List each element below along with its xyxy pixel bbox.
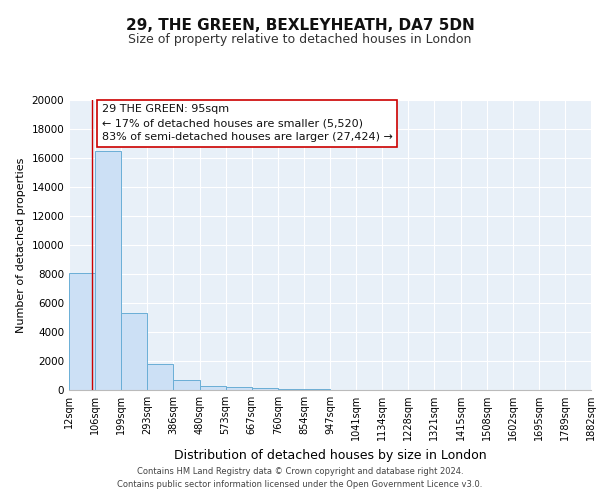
Bar bbox=[252, 388, 278, 390]
Bar bbox=[148, 364, 173, 390]
Text: 29, THE GREEN, BEXLEYHEATH, DA7 5DN: 29, THE GREEN, BEXLEYHEATH, DA7 5DN bbox=[125, 18, 475, 32]
Text: Contains public sector information licensed under the Open Government Licence v3: Contains public sector information licen… bbox=[118, 480, 482, 489]
Text: Size of property relative to detached houses in London: Size of property relative to detached ho… bbox=[128, 32, 472, 46]
Y-axis label: Number of detached properties: Number of detached properties bbox=[16, 158, 26, 332]
Text: 29 THE GREEN: 95sqm
← 17% of detached houses are smaller (5,520)
83% of semi-det: 29 THE GREEN: 95sqm ← 17% of detached ho… bbox=[102, 104, 393, 142]
Bar bbox=[278, 388, 304, 390]
Bar bbox=[173, 380, 200, 390]
Bar bbox=[95, 151, 121, 390]
Text: Contains HM Land Registry data © Crown copyright and database right 2024.: Contains HM Land Registry data © Crown c… bbox=[137, 467, 463, 476]
Bar bbox=[121, 313, 148, 390]
X-axis label: Distribution of detached houses by size in London: Distribution of detached houses by size … bbox=[173, 448, 487, 462]
Bar bbox=[226, 387, 252, 390]
Bar bbox=[69, 272, 95, 390]
Bar bbox=[200, 386, 226, 390]
